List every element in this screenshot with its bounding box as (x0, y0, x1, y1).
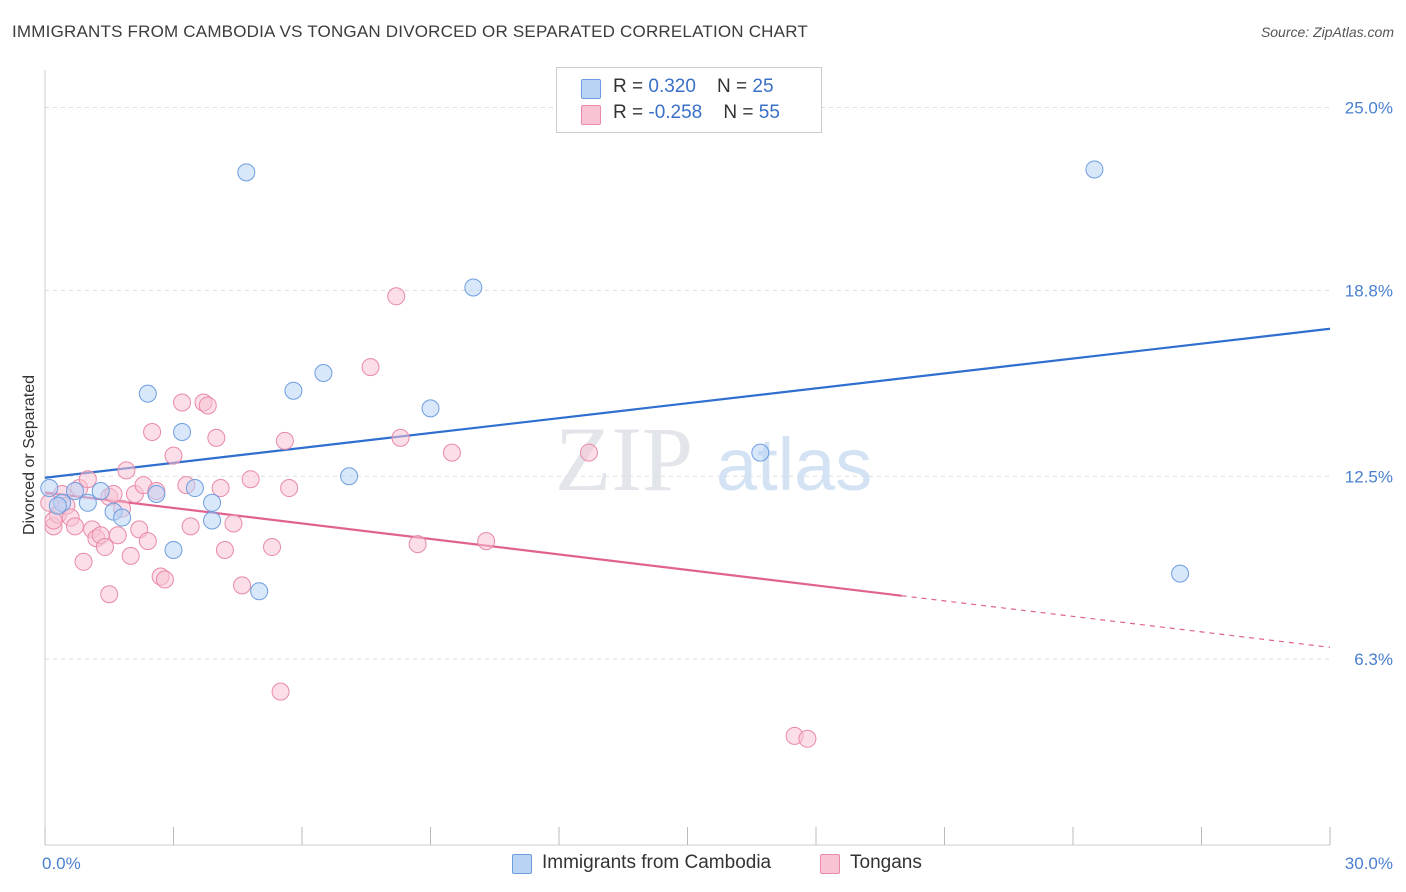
cambodia-point (48, 496, 67, 515)
tongans-point (138, 532, 157, 551)
cambodia-n-label: N = (717, 76, 753, 97)
cambodia-point (138, 384, 157, 403)
cambodia-point (65, 482, 84, 500)
cambodia-r-value: 0.320 (648, 76, 696, 97)
tongans-point (798, 729, 817, 748)
tongans-point (391, 428, 410, 447)
tongans-point (143, 423, 162, 441)
tongans-point (198, 396, 217, 415)
cambodia-point (250, 582, 269, 601)
cambodia-point (314, 364, 333, 382)
y-tick-label: 25.0% (1345, 99, 1393, 118)
tongans-point (275, 431, 294, 450)
tongans-point (271, 682, 290, 701)
data-points (40, 160, 1190, 748)
cambodia-legend-label: Immigrants from Cambodia (542, 852, 772, 873)
tongans-point (241, 470, 260, 489)
tongans-point (280, 479, 299, 498)
tongans-point (65, 517, 84, 536)
cambodia-point (421, 399, 440, 418)
y-axis-label: Divorced or Separated (21, 375, 38, 535)
tongans-trend-line (44, 491, 902, 597)
cambodia-point (113, 508, 132, 527)
y-tick-label: 6.3% (1354, 650, 1393, 669)
tongans-point (207, 428, 226, 447)
tongans-point (164, 446, 183, 465)
tongans-point (78, 470, 97, 489)
cambodia-point (237, 163, 256, 182)
tongans-point (173, 393, 192, 412)
cambodia-point (203, 493, 222, 512)
tongans-point (108, 526, 127, 545)
tongans-point (74, 552, 93, 571)
tongans-point (181, 517, 200, 536)
cambodia-point (464, 278, 483, 297)
tongans-point (224, 514, 243, 533)
tongans-r-value: -0.258 (648, 102, 703, 123)
tongans-legend-swatch (820, 854, 840, 874)
tongans-n-label: N = (723, 102, 759, 123)
tongans-point (263, 538, 282, 557)
source-credit: Source: ZipAtlas.com (1260, 24, 1394, 40)
tongans-swatch (581, 105, 601, 125)
x-tick-label: 0.0% (42, 854, 81, 873)
y-tick-label: 12.5% (1345, 467, 1393, 486)
tongans-point (408, 535, 427, 554)
cambodia-point (751, 443, 770, 462)
tongans-point (387, 287, 406, 306)
tongans-point (361, 358, 380, 377)
tongans-n-value: 55 (758, 102, 780, 123)
gridlines (45, 107, 1330, 660)
cambodia-legend-swatch (512, 854, 532, 874)
tongans-legend-label: Tongans (850, 852, 922, 873)
trend-lines (44, 327, 1331, 648)
tongans-point (95, 538, 114, 557)
watermark-zip: ZIP (555, 408, 693, 510)
cambodia-point (1085, 160, 1104, 179)
cambodia-point (147, 484, 166, 503)
tongans-point (579, 443, 598, 462)
cambodia-point (78, 493, 97, 512)
tongans-point (442, 443, 461, 462)
cambodia-swatch (581, 79, 601, 99)
cambodia-point (164, 541, 183, 559)
cambodia-trend-line (44, 327, 1331, 479)
cambodia-point (203, 511, 222, 530)
cambodia-point (91, 482, 110, 500)
tongans-point (233, 576, 252, 595)
tongans-point (121, 546, 140, 565)
tongans-point (211, 479, 230, 498)
cambodia-point (1171, 564, 1190, 583)
tongans-point (155, 570, 174, 589)
tongans-point (117, 461, 136, 480)
tongans-r-label: R = (613, 102, 649, 123)
cambodia-point (284, 381, 303, 400)
cambodia-point (173, 423, 192, 441)
cambodia-n-value: 25 (752, 76, 774, 97)
x-tick-label: 30.0% (1345, 854, 1393, 873)
tongans-point (477, 532, 496, 551)
correlation-legend: R = 0.320 N = 25 R = -0.258 N = 55 (556, 67, 822, 133)
tongans-trend-extension (901, 595, 1331, 648)
axes (44, 70, 1331, 846)
cambodia-point (40, 479, 59, 498)
cambodia-r-label: R = (613, 76, 649, 97)
chart-title: IMMIGRANTS FROM CAMBODIA VS TONGAN DIVOR… (12, 22, 808, 41)
cambodia-point (340, 467, 359, 486)
tick-labels: 6.3% 12.5% 18.8% 25.0% 0.0% 30.0% (42, 99, 1393, 874)
tongans-point (100, 585, 119, 604)
cambodia-point (185, 479, 204, 498)
tongans-point (215, 541, 234, 559)
y-tick-label: 18.8% (1345, 281, 1393, 300)
watermark-atlas: atlas (716, 423, 872, 506)
watermark: ZIP atlas (555, 408, 872, 510)
